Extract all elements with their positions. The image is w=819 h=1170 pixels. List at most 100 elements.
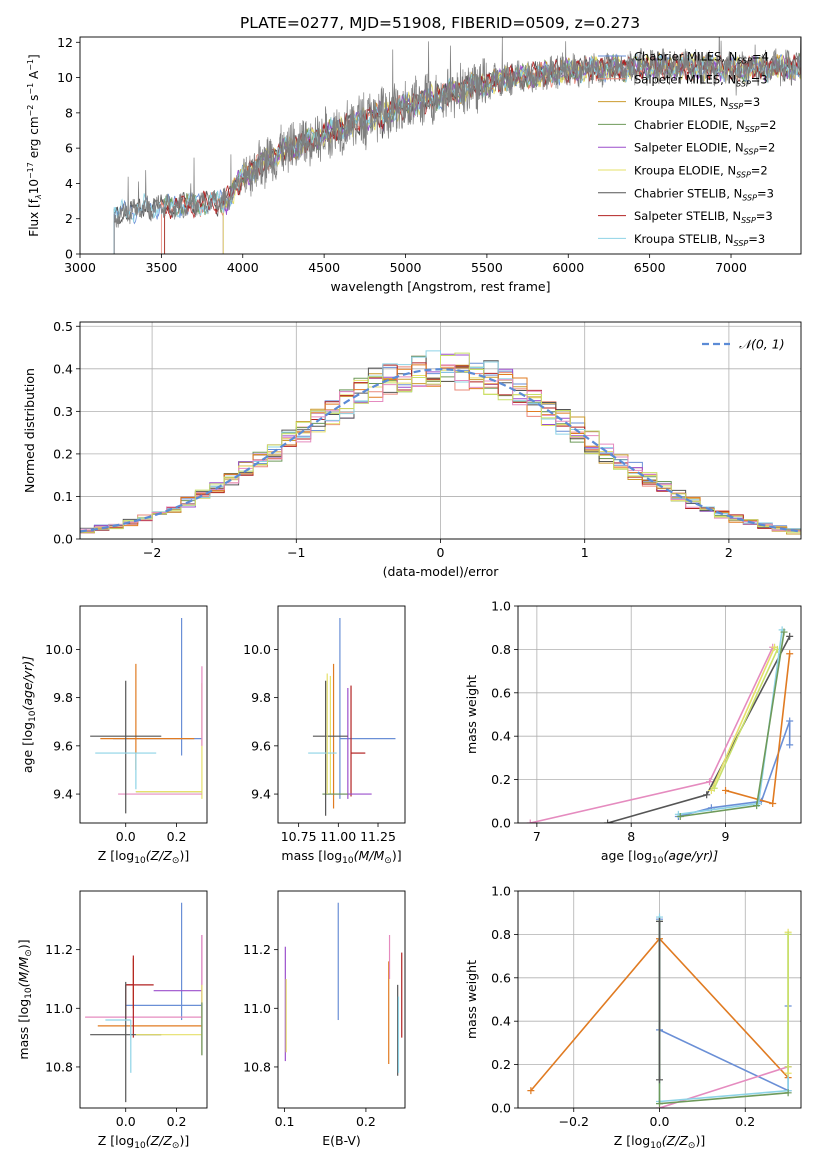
x-label-tail: (M/M	[354, 848, 385, 863]
legend-tail: =2	[758, 141, 775, 155]
x-tick-label: 4000	[227, 260, 259, 275]
x-label-sun: ⊙	[688, 1141, 696, 1151]
x-axis-label: age [log10(age/yr)]	[601, 848, 718, 866]
x-label-sub: 10	[342, 856, 354, 866]
series-line-chabrier_elodie	[658, 921, 789, 1105]
y-tick-label: 0.8	[491, 927, 511, 942]
legend-name: Kroupa ELODIE, N	[634, 164, 736, 178]
x-tick-label: 0.2	[735, 1114, 755, 1129]
y-tick-label: 1.0	[491, 599, 511, 614]
observed-spectrum	[113, 37, 801, 254]
y-tick-label: 8	[65, 105, 73, 120]
y-axis-label: age [log10(age/yr)]	[20, 656, 38, 773]
y-tick-label: 1.0	[491, 884, 511, 899]
x-tick-label: −1	[287, 545, 305, 560]
y-tick-label: 10.0	[45, 642, 73, 657]
y-label-text: age [log	[20, 722, 35, 773]
x-label-text: Z [log	[98, 848, 134, 863]
x-label-tail: (Z/Z	[146, 1133, 173, 1148]
legend-entry: Salpeter STELIB, NSSP=3	[634, 209, 773, 225]
y-tick-label: 12	[57, 35, 73, 50]
x-tick-label: −2	[143, 545, 161, 560]
legend-sub: SSP	[729, 102, 744, 111]
panel-mass_vs_EBV: 0.1 0.2 10.8 11.0 11.2 E(B-V)	[243, 890, 406, 1148]
series-marker	[786, 632, 794, 640]
y-tick-label: 10.8	[45, 1059, 73, 1074]
legend-entry: Salpeter MILES, NSSP=3	[634, 72, 768, 88]
y-label-sun: ⊙	[24, 949, 34, 957]
legend-sub: SSP	[737, 57, 752, 66]
y-label-sup3: −1	[26, 83, 35, 95]
y-tick-label: 4	[65, 176, 73, 191]
y-tick-label: 0.6	[491, 970, 511, 985]
series-marker	[786, 741, 794, 749]
series-marker	[786, 650, 794, 658]
y-tick-label: 9.4	[53, 787, 73, 802]
panels: 3000 3500 4000 4500 5000 5500 6000 6500 7000 0 2 4 6…	[16, 35, 802, 1151]
series-marker	[784, 930, 792, 938]
x-tick-label: 9	[722, 829, 730, 844]
legend-sub: SSP	[741, 216, 756, 225]
y-label-units2: s	[27, 95, 41, 105]
y-label-sub: 10	[28, 710, 38, 722]
axes-frame	[517, 605, 802, 824]
x-tick-label: 0.2	[167, 1114, 187, 1129]
axes-frame	[79, 605, 208, 824]
x-label-sun: ⊙	[384, 856, 392, 866]
legend-sub: SSP	[742, 193, 757, 202]
y-label-sup2: −2	[26, 105, 35, 117]
plot-area	[113, 37, 801, 254]
series-marker	[753, 802, 761, 810]
panel-spectrum: 3000 3500 4000 4500 5000 5500 6000 6500 7000 0 2 4 6…	[26, 35, 802, 294]
series-marker	[527, 1087, 535, 1095]
x-tick-label: 0.0	[116, 1114, 136, 1129]
x-axis-label: Z [log10(Z/Z⊙)]	[98, 848, 189, 866]
series-line-lime	[713, 649, 779, 789]
plot-area	[90, 618, 203, 814]
y-tick-label: 0	[65, 247, 73, 262]
x-tick-label: 6000	[552, 260, 584, 275]
x-label-sub: 10	[650, 1141, 662, 1151]
series-marker	[784, 1089, 792, 1097]
x-tick-label: 0.0	[650, 1114, 670, 1129]
y-tick-label: 9.6	[251, 738, 271, 753]
axes-frame	[79, 890, 208, 1109]
legend-sub: SSP	[736, 79, 751, 88]
x-axis-label: mass [log10(M/M⊙)]	[281, 848, 401, 866]
axes-frame	[79, 36, 802, 255]
x-tick-label: 0.2	[167, 829, 187, 844]
x-tick-label: 10.75	[281, 829, 317, 844]
x-tick-label: 6500	[634, 260, 666, 275]
y-tick-label: 11.0	[243, 1001, 271, 1016]
axes-frame	[277, 605, 406, 824]
legend-entry: Kroupa STELIB, NSSP=3	[634, 232, 765, 248]
legend-entry: Chabrier STELIB, NSSP=3	[634, 186, 774, 202]
series-marker	[769, 799, 777, 807]
x-tick-label: 2	[725, 545, 733, 560]
y-tick-label: 0.2	[491, 772, 511, 787]
series-marker	[703, 791, 711, 799]
x-tick-label: −0.2	[559, 1114, 589, 1129]
y-tick-label: 9.6	[53, 738, 73, 753]
y-tick-label: 0.1	[53, 489, 73, 504]
x-tick-label: 11.25	[360, 829, 396, 844]
y-label-text: Normed distribution	[22, 368, 37, 493]
legend-tail: =4	[752, 50, 769, 64]
series-marker	[784, 1063, 792, 1071]
x-label-text: Z [log	[98, 1133, 134, 1148]
y-tick-label: 10.0	[243, 642, 271, 657]
series-marker	[676, 812, 684, 820]
y-label-lambda: λ	[34, 194, 43, 200]
legend-sub: SSP	[745, 125, 760, 134]
y-label-text: mass [log	[16, 999, 31, 1060]
legend-name: Salpeter ELODIE, N	[634, 141, 744, 155]
y-tick-label: 6	[65, 141, 73, 156]
panel-mass_vs_Z: 0.0 0.210.811.011.2Z [log10(Z/Z⊙)]mass [l…	[16, 890, 208, 1151]
y-tick-label: 0.2	[491, 1057, 511, 1072]
y-label-sup4: −1	[26, 59, 35, 71]
series-marker	[705, 778, 713, 786]
plot-area	[85, 902, 203, 1103]
figure-title: PLATE=0277, MJD=51908, FIBERID=0509, z=0…	[240, 14, 640, 32]
plot-area	[526, 626, 794, 823]
